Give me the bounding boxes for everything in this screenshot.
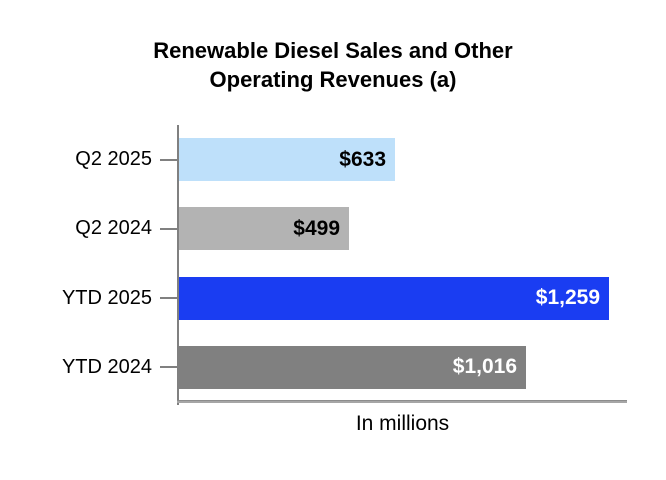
category-label: YTD 2025 — [61, 286, 152, 309]
category-label: YTD 2024 — [61, 355, 152, 378]
chart-row-ytd-2024: YTD 2024 $1,016 — [0, 333, 666, 402]
chart-row-q2-2024: Q2 2024 $499 — [0, 194, 666, 263]
bar-chart: Q2 2025 $633 Q2 2024 $499 YTD 2025 $1,259 YTD … — [0, 125, 666, 402]
bar: $499 — [179, 207, 349, 251]
bar: $1,016 — [179, 345, 526, 389]
x-axis-line — [177, 400, 627, 403]
bar: $633 — [179, 138, 395, 181]
x-axis-label: In millions — [355, 412, 450, 435]
bar-value-label: $1,259 — [535, 286, 600, 309]
y-axis-line — [177, 125, 179, 405]
bar-value-label: $499 — [293, 216, 340, 240]
axis-tick — [160, 366, 178, 369]
chart-title: Renewable Diesel Sales and Other Operati… — [0, 36, 666, 94]
chart-title-line-2: Operating Revenues (a) — [209, 67, 457, 92]
axis-tick — [160, 227, 178, 230]
bar: $1,259 — [179, 276, 609, 320]
chart-row-q2-2025: Q2 2025 $633 — [0, 125, 666, 194]
bar-value-label: $633 — [339, 147, 386, 171]
axis-tick — [160, 297, 178, 300]
chart-title-line-1: Renewable Diesel Sales and Other — [153, 38, 513, 63]
category-label: Q2 2024 — [75, 217, 152, 240]
chart-row-ytd-2025: YTD 2025 $1,259 — [0, 264, 666, 333]
bar-value-label: $1,016 — [452, 355, 517, 379]
axis-tick — [160, 158, 178, 161]
category-label: Q2 2025 — [75, 148, 152, 171]
